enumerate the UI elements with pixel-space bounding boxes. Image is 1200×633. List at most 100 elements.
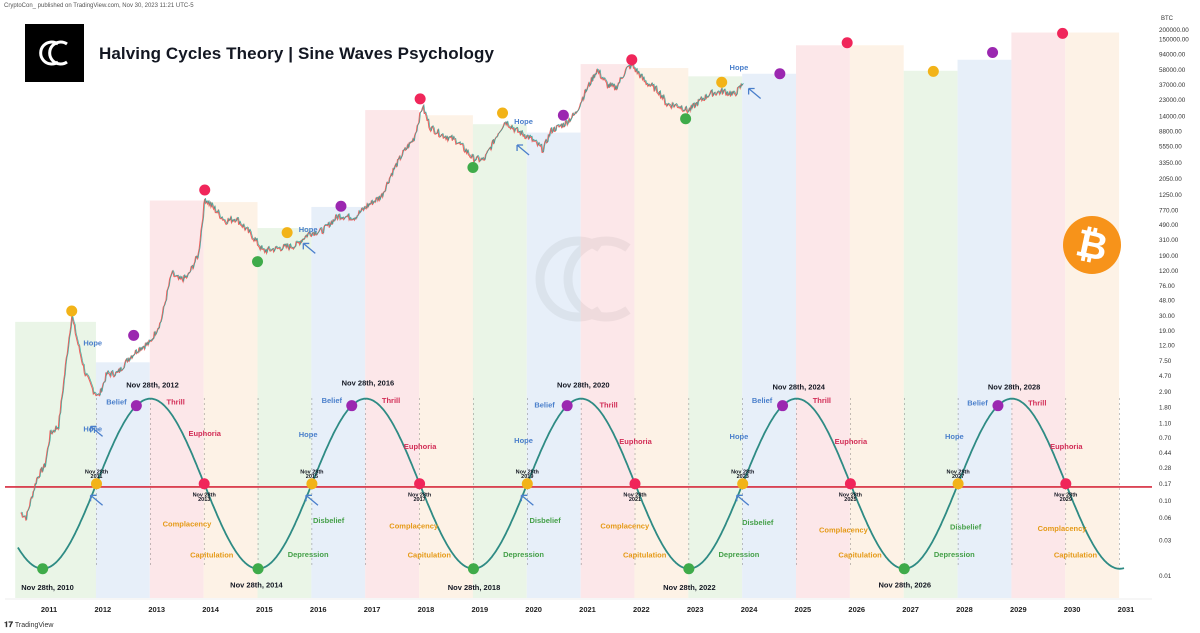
y-tick-label: 0.44 bbox=[1159, 450, 1172, 457]
x-tick-label: 2018 bbox=[418, 605, 435, 614]
annotation-small: 2011 bbox=[91, 474, 103, 480]
annotation-disbelief: Depression bbox=[934, 550, 975, 559]
annotation-date: Nov 28th, 2018 bbox=[448, 583, 501, 592]
annotation-hope: Hope bbox=[730, 63, 749, 72]
y-tick-label: 1.10 bbox=[1159, 420, 1172, 427]
y-tick-label: 48.00 bbox=[1159, 298, 1175, 305]
y-tick-label: 8800.00 bbox=[1159, 128, 1182, 135]
zone-green bbox=[15, 322, 96, 598]
annotation-hope: Hope bbox=[514, 117, 533, 126]
x-tick-label: 2031 bbox=[1118, 605, 1135, 614]
y-tick-label: 37000.00 bbox=[1159, 82, 1186, 89]
price-dot-complacency bbox=[282, 227, 293, 238]
y-tick-label: 1250.00 bbox=[1159, 192, 1182, 199]
wave-dot-belief bbox=[992, 400, 1003, 411]
y-tick-label: 150000.00 bbox=[1159, 36, 1189, 43]
annotation-complacency: Capitulation bbox=[838, 550, 882, 559]
annotation-complacency: Capitulation bbox=[190, 550, 234, 559]
price-dot-belief bbox=[128, 330, 139, 341]
x-axis: 2011 2012 2013 2014 2015 2016 2017 2018 2019 2020… bbox=[5, 599, 1152, 614]
annotation-thrill: Thrill bbox=[166, 398, 184, 407]
y-tick-label: 7.50 bbox=[1159, 358, 1172, 365]
annotation-date: Nov 28th, 2026 bbox=[879, 581, 932, 590]
x-tick-label: 2020 bbox=[525, 605, 542, 614]
annotation-small: 2021 bbox=[629, 497, 641, 503]
annotation-date: Nov 28th, 2014 bbox=[230, 581, 283, 590]
y-tick-label: 770.00 bbox=[1159, 208, 1179, 215]
y-tick-label: 3350.00 bbox=[1159, 160, 1182, 167]
y-axis: 200000.00150000.0094000.0058000.0037000.… bbox=[1159, 27, 1189, 580]
price-dot-complacency bbox=[716, 77, 727, 88]
y-tick-label: 0.17 bbox=[1159, 481, 1172, 488]
x-tick-label: 2023 bbox=[687, 605, 704, 614]
bitcoin-logo: ₿ bbox=[1063, 216, 1121, 274]
x-tick-label: 2014 bbox=[202, 605, 220, 614]
x-tick-label: 2022 bbox=[633, 605, 650, 614]
annotation-complacency: Capitulation bbox=[408, 550, 452, 559]
wave-dot-belief bbox=[777, 400, 788, 411]
tradingview-icon: 𝟏𝟕 bbox=[4, 620, 13, 630]
annotation-disbelief: Depression bbox=[719, 550, 760, 559]
price-dot-belief bbox=[987, 47, 998, 58]
price-dot-belief bbox=[558, 110, 569, 121]
zone-green bbox=[904, 71, 958, 598]
y-tick-label: 310.00 bbox=[1159, 237, 1179, 244]
y-tick-label: 120.00 bbox=[1159, 268, 1179, 275]
footer-brand: 𝟏𝟕 TradingView bbox=[4, 620, 53, 630]
annotation-complacency: Complacency bbox=[819, 526, 869, 535]
annotation-date: Nov 28th, 2028 bbox=[988, 383, 1041, 392]
price-dot-top bbox=[842, 37, 853, 48]
annotation-hope: Belief bbox=[752, 396, 773, 405]
wave-dot-bottom bbox=[899, 563, 910, 574]
x-tick-label: 2011 bbox=[41, 605, 57, 614]
zone-orange bbox=[634, 68, 688, 598]
annotation-complacency: Complacency bbox=[389, 522, 439, 531]
y-tick-label: 2.90 bbox=[1159, 389, 1172, 396]
wave-dot-belief bbox=[131, 400, 142, 411]
y-tick-label: 200000.00 bbox=[1159, 27, 1189, 34]
zone-red bbox=[1011, 33, 1065, 598]
price-dot-belief bbox=[774, 68, 785, 79]
y-tick-label: 19.00 bbox=[1159, 328, 1175, 335]
y-tick-label: 0.70 bbox=[1159, 435, 1172, 442]
annotation-hope: Hope bbox=[299, 430, 318, 439]
y-tick-label: 190.00 bbox=[1159, 253, 1179, 260]
price-dot-top bbox=[626, 54, 637, 65]
annotation-complacency: Complacency bbox=[163, 519, 213, 528]
zone-red bbox=[581, 64, 635, 598]
annotation-date: Nov 28th, 2022 bbox=[663, 583, 716, 592]
annotation-thrill: Euphoria bbox=[404, 442, 437, 451]
annotation-small: 2015 bbox=[306, 474, 318, 480]
wave-dot-bottom bbox=[253, 563, 264, 574]
zone-green bbox=[688, 76, 742, 598]
annotation-thrill: Euphoria bbox=[835, 437, 868, 446]
annotation-complacency: Complacency bbox=[600, 522, 650, 531]
price-dot-complacency bbox=[928, 66, 939, 77]
annotation-hope: Hope bbox=[514, 436, 533, 445]
annotation-disbelief: Disbelief bbox=[742, 518, 774, 527]
annotation-disbelief: Disbelief bbox=[950, 522, 982, 531]
y-tick-label: 0.10 bbox=[1159, 498, 1172, 505]
annotation-hope: Hope bbox=[83, 339, 102, 348]
x-tick-label: 2029 bbox=[1010, 605, 1027, 614]
x-tick-label: 2021 bbox=[579, 605, 596, 614]
wave-dot-top bbox=[845, 478, 856, 489]
annotation-disbelief: Disbelief bbox=[529, 516, 561, 525]
y-tick-label: 14000.00 bbox=[1159, 113, 1186, 120]
annotation-disbelief: Depression bbox=[288, 550, 329, 559]
price-dot-bottom bbox=[252, 256, 263, 267]
wave-dot-bottom bbox=[468, 563, 479, 574]
wave-dot-top bbox=[199, 478, 210, 489]
y-tick-label: 12.00 bbox=[1159, 343, 1175, 350]
annotation-small: 2025 bbox=[844, 497, 856, 503]
price-dot-top bbox=[1057, 28, 1068, 39]
annotation-date: Nov 28th, 2024 bbox=[772, 383, 825, 392]
y-tick-label: 2050.00 bbox=[1159, 176, 1182, 183]
wave-dot-top bbox=[630, 478, 641, 489]
y-tick-label: 0.06 bbox=[1159, 515, 1172, 522]
y-tick-label: 0.28 bbox=[1159, 465, 1172, 472]
zone-green bbox=[473, 124, 527, 598]
x-tick-label: 2028 bbox=[956, 605, 973, 614]
annotation-complacency: Capitulation bbox=[1054, 550, 1098, 559]
